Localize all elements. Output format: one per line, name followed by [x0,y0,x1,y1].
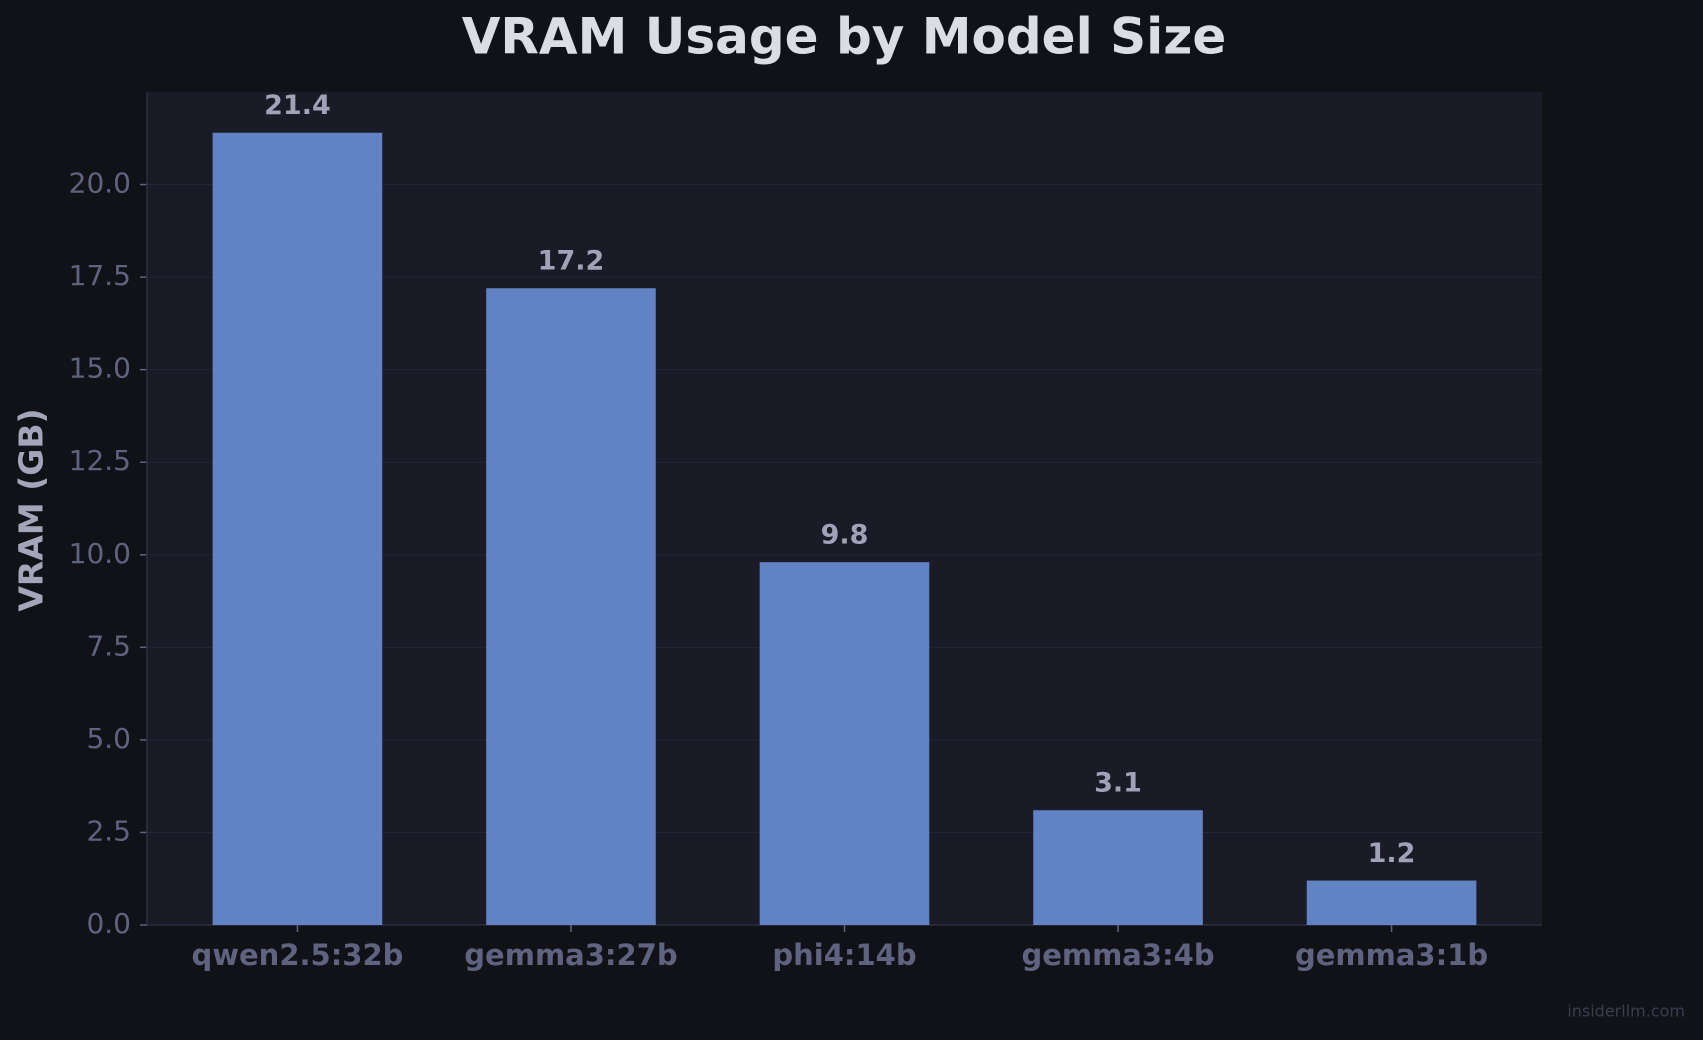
y-tick-label: 0.0 [86,907,131,940]
y-tick-label: 17.5 [69,259,131,292]
y-tick-label: 2.5 [86,814,131,847]
bar [212,132,383,926]
y-axis-label: VRAM (GB) [12,408,51,611]
value-label: 21.4 [264,90,331,121]
y-tick-label: 15.0 [69,352,131,385]
bar [759,562,930,925]
y-tick-label: 5.0 [86,722,131,755]
x-tick-label: gemma3:1b [1295,938,1488,972]
x-tick-label: gemma3:27b [464,938,677,972]
value-label: 3.1 [1094,768,1142,799]
x-tick-label: phi4:14b [772,938,916,972]
y-tick-label: 10.0 [69,537,131,570]
y-tick-label: 12.5 [69,444,131,477]
x-tick-label: qwen2.5:32b [191,938,403,972]
x-tick-label: gemma3:4b [1021,938,1214,972]
watermark: insiderllm.com [1567,1002,1685,1021]
bar [1306,880,1477,925]
chart-title: VRAM Usage by Model Size [462,8,1227,66]
value-label: 1.2 [1368,838,1416,869]
y-tick-label: 7.5 [86,629,131,662]
value-label: 9.8 [821,520,869,551]
y-tick-label: 20.0 [69,167,131,200]
bar [486,288,656,925]
bar [1033,810,1203,925]
value-label: 17.2 [538,246,605,277]
